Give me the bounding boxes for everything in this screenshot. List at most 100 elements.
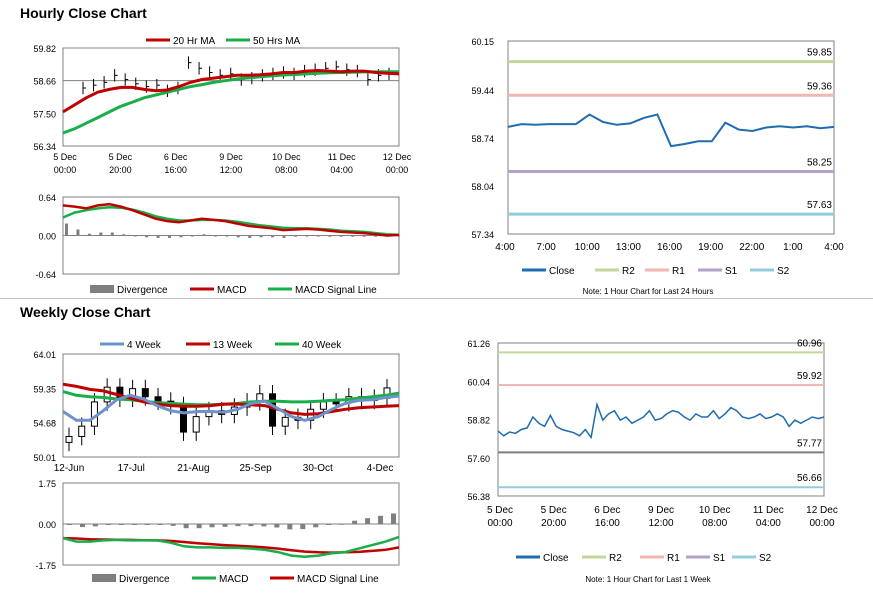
weekly-macd-ytick: 0.00 [38,520,56,530]
weekly-divergence-bar [326,524,332,525]
hourly-divergence-bar [316,235,320,237]
weekly-divergence-bar [365,518,371,524]
weekly-levels-legend-s2-label: S2 [759,553,772,564]
weekly-candle-body [192,416,200,433]
weekly-candle-body [281,416,289,427]
weekly-levels-plot-frame [497,342,825,497]
hourly-divergence-bar [122,234,126,236]
hourly-divergence-bar [305,235,309,237]
hourly-20hr-ma-line [62,68,400,114]
hourly-levels-xtick: 13:00 [616,242,641,253]
weekly-macd-ytick: 1.75 [38,479,56,489]
weekly-price-ytick: 50.01 [33,453,56,463]
weekly-level-r1-label: 59.92 [797,371,822,382]
weekly-candle-body [154,396,162,402]
weekly-divergence-bar [144,524,150,525]
weekly-levels-ytick: 56.38 [467,492,490,502]
weekly-candle-body [269,393,277,427]
hourly-price-xtick-time: 00:00 [54,165,77,175]
weekly-divergence-bar [67,524,72,525]
hourly-divergence-bar [339,235,343,237]
weekly-levels-legend-close-label: Close [543,553,569,564]
weekly-levels-xtick-date: 10 Dec [699,505,731,516]
weekly-4week-line [62,393,400,422]
weekly-legend-13week-label: 13 Week [213,340,253,351]
weekly-levels-legend-r2-label: R2 [609,553,622,564]
hourly-levels-ytick: 58.04 [471,182,494,192]
hourly-divergence-bar [236,235,240,238]
weekly-level-s2-label: 56.66 [797,473,822,484]
hourly-levels-ytick: 59.44 [471,86,494,96]
hourly-close-line [507,113,835,148]
hourly-price-xtick-date: 5 Dec [53,152,77,162]
hourly-divergence-bar [374,235,378,237]
hourly-divergence-bar [145,235,149,238]
hourly-legend-divergence-label: Divergence [117,285,168,296]
hourly-levels-xtick: 4:00 [495,242,515,253]
weekly-levels-xtick-time: 16:00 [595,518,620,529]
hourly-levels-legend-r2-label: R2 [622,266,635,277]
hourly-level-r1-label: 59.36 [807,81,832,92]
hourly-divergence-bar [259,235,263,238]
weekly-divergence-bar [170,524,176,526]
hourly-legend-50hr-ma-label: 50 Hrs MA [253,36,301,47]
hourly-price-xtick-time: 00:00 [386,165,409,175]
weekly-divergence-bar [287,524,293,530]
hourly-levels-ytick: 57.34 [471,230,494,240]
weekly-candle-body [179,405,187,433]
weekly-legend-40week-label: 40 Week [302,340,342,351]
hourly-level-r2-label: 59.85 [807,48,832,59]
weekly-divergence-bar [222,524,228,527]
hourly-price-xtick-time: 16:00 [164,165,187,175]
hourly-divergence-bar [87,233,91,236]
weekly-divergence-bar [105,524,111,525]
hourly-divergence-bar [168,235,172,238]
hourly-levels-xtick: 19:00 [698,242,723,253]
weekly-divergence-bar [196,524,202,529]
weekly-price-ytick: 59.35 [33,384,56,394]
hourly-price-ytick: 56.34 [33,142,56,152]
hourly-levels-ytick: 58.74 [471,134,494,144]
hourly-levels-xtick: 4:00 [824,242,844,253]
hourly-price-xtick-time: 12:00 [220,165,243,175]
weekly-candle-body [103,386,111,403]
weekly-price-xtick: 17-Jul [118,463,145,474]
weekly-divergence-bar [118,524,124,525]
hourly-legend-macd-label: MACD [217,285,246,296]
hourly-divergence-bar [99,232,103,236]
weekly-price-ytick: 54.68 [33,419,56,429]
weekly-legend-macd-label: MACD [219,574,248,585]
weekly-price-ytick: 64.01 [33,350,56,360]
hourly-levels-xtick: 22:00 [739,242,764,253]
hourly-level-s1-label: 58.25 [807,157,832,168]
weekly-candle-body [319,401,327,410]
hourly-price-xtick-time: 20:00 [109,165,132,175]
weekly-divergence-bar [131,524,137,525]
weekly-levels-xtick-time: 00:00 [809,518,834,529]
hourly-divergence-bar [76,229,80,236]
weekly-price-xtick: 21-Aug [177,463,209,474]
weekly-candle-body [65,435,73,443]
weekly-levels-xtick-date: 9 Dec [648,505,674,516]
weekly-levels-ytick: 58.82 [467,416,490,426]
weekly-divergence-bar [300,524,306,530]
section-divider [0,298,873,299]
weekly-levels-ytick: 61.26 [467,339,490,349]
weekly-price-xtick: 4-Dec [367,463,394,474]
weekly-levels-legend-s1-label: S1 [713,553,726,564]
hourly-divergence-bar [190,235,194,237]
hourly-levels-legend-s2-label: S2 [777,266,790,277]
hourly-price-xtick-time: 08:00 [275,165,298,175]
hourly-legend-divergence-swatch [90,285,114,293]
weekly-levels-xtick-date: 6 Dec [594,505,620,516]
weekly-divergence-bar [157,524,163,525]
weekly-divergence-bar [313,524,319,528]
hourly-levels-xtick: 16:00 [657,242,682,253]
weekly-price-plot-frame [62,353,400,458]
weekly-divergence-bar [378,515,384,524]
hourly-levels-ytick: 60.15 [471,37,494,47]
weekly-divergence-bar [248,524,254,527]
weekly-divergence-bar [339,523,345,525]
hourly-price-xtick-date: 5 Dec [109,152,133,162]
hourly-level-s2-label: 57.63 [807,200,832,211]
